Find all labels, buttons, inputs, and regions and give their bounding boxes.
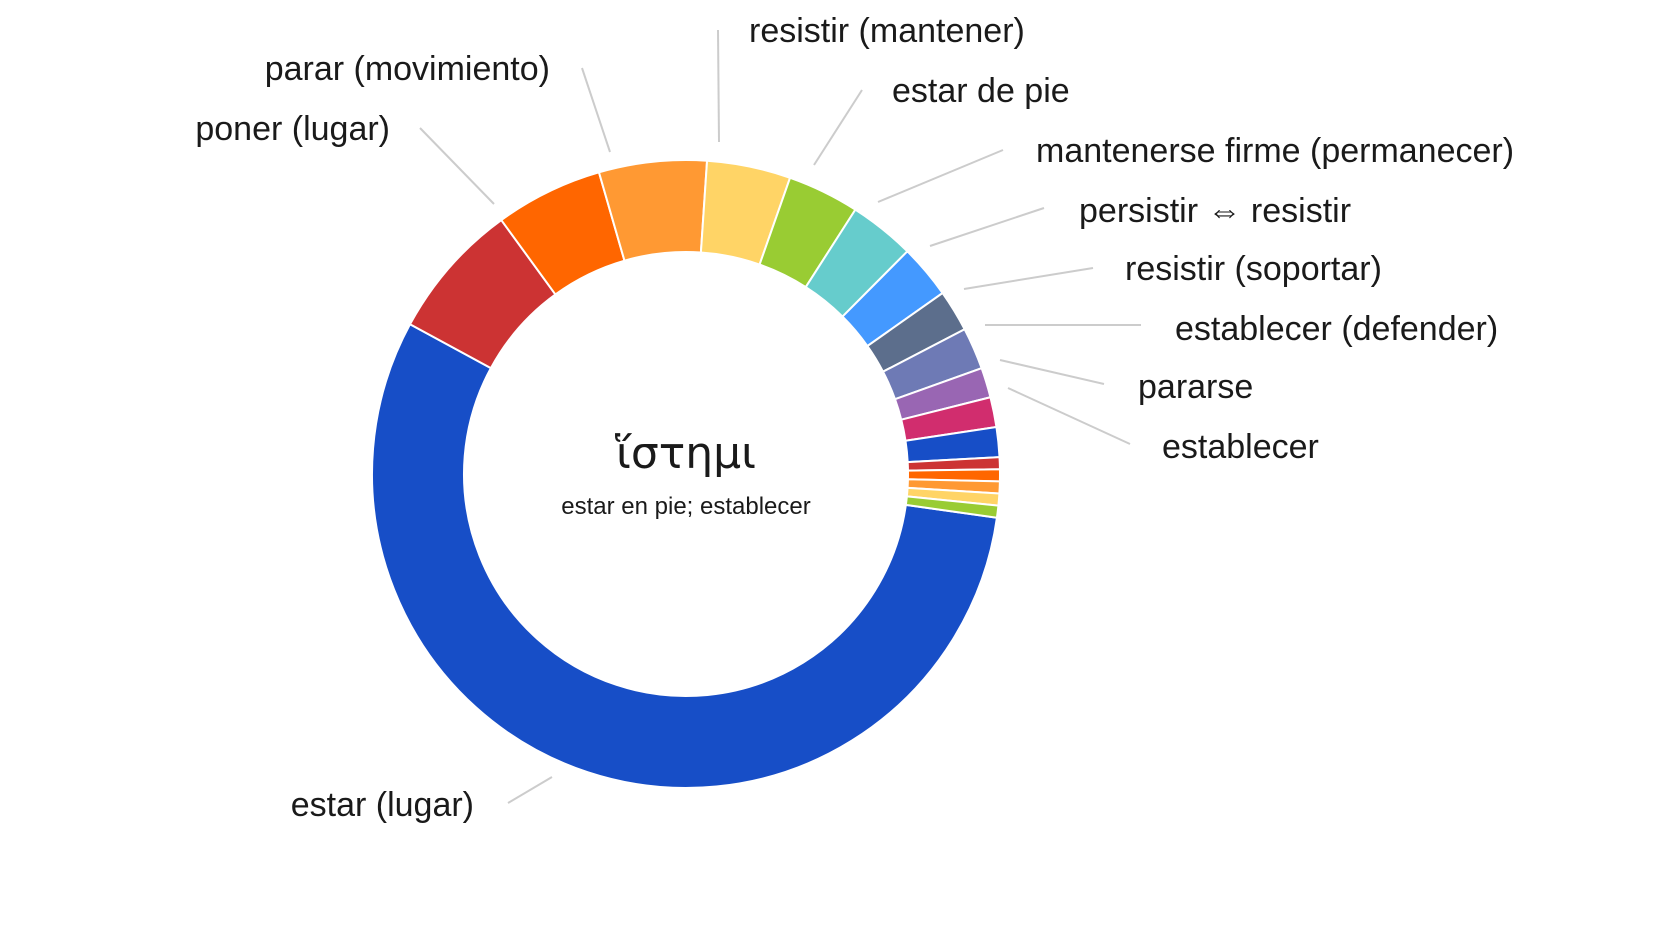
center-gloss: estar en pie; establecer — [561, 493, 810, 520]
leader-line — [419, 127, 495, 205]
slice-label: parar (movimiento) — [265, 50, 550, 88]
leader-line-group — [419, 29, 1141, 804]
slice-label: persistir ⇔ resistir — [1079, 192, 1351, 230]
leader-line — [1007, 387, 1131, 445]
slice-label: establecer (defender) — [1175, 310, 1498, 348]
slice-label: pararse — [1138, 368, 1253, 406]
donut-slice[interactable] — [371, 322, 999, 789]
center-word: ἵστημι — [615, 428, 756, 479]
leader-line — [507, 776, 553, 804]
slice-label: resistir (soportar) — [1125, 250, 1382, 288]
slice-label-group: estar (lugar) poner (lugar) parar (movimie… — [195, 12, 1514, 824]
leader-line — [929, 207, 1045, 247]
leader-line — [717, 29, 720, 143]
slice-label: estar de pie — [892, 72, 1070, 110]
slice-label: resistir (mantener) — [749, 12, 1025, 50]
leader-line — [877, 149, 1004, 203]
leader-line — [581, 67, 611, 153]
leader-line — [963, 267, 1094, 290]
slice-group — [371, 159, 1001, 789]
slice-label: estar (lugar) — [291, 786, 474, 824]
slice-label: mantenerse firme (permanecer) — [1036, 132, 1514, 170]
slice-label: poner (lugar) — [195, 110, 390, 148]
leader-line — [813, 89, 863, 166]
slice-label: establecer — [1162, 428, 1319, 466]
leader-line — [999, 359, 1105, 385]
donut-slice[interactable] — [904, 495, 1000, 519]
